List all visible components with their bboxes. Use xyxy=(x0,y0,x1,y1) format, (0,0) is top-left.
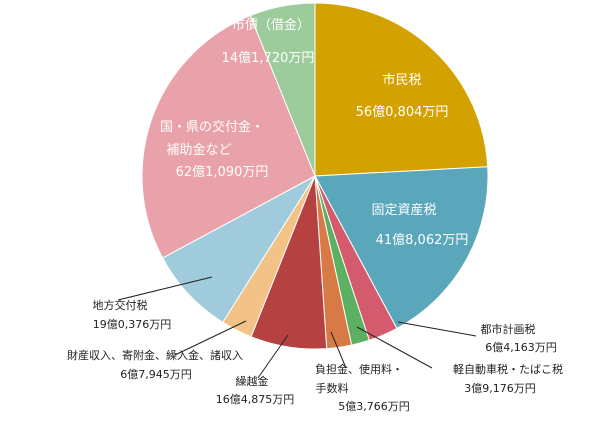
slice-label-kurikoshikin: 繰越金 xyxy=(236,374,269,388)
leader-chihou-koufuzei xyxy=(117,276,213,301)
slice-value-zaisan-shunyu: 6億7,945万円 xyxy=(120,368,192,381)
leader-futankin xyxy=(330,331,347,369)
pie-slice-7 xyxy=(161,174,317,324)
leader-kurikoshikin xyxy=(257,334,289,379)
pie-slice-0 xyxy=(314,2,489,177)
leader-lines xyxy=(117,276,477,379)
slice-label-futankin-2: 手数料 xyxy=(316,381,349,395)
slice-value-kurikoshikin: 16億4,875万円 xyxy=(216,393,295,406)
pie-slices xyxy=(141,2,489,350)
slice-value-shiminzei: 56億0,804万円 xyxy=(356,104,449,120)
slice-label-keijidoushazei: 軽自動車税・たばこ税 xyxy=(453,362,563,376)
pie-slice-8 xyxy=(141,14,316,259)
slice-label-shisai: 市債（借金） xyxy=(232,17,310,33)
slice-label-toshi-keikakuzei: 都市計画税 xyxy=(481,322,536,336)
slice-label-kotei-shisanzei: 固定資産税 xyxy=(371,202,436,218)
slice-label-shiminzei: 市民税 xyxy=(382,72,421,88)
slice-value-kotei-shisanzei: 41億8,062万円 xyxy=(376,232,469,248)
slice-label-kuni-ken-1: 国・県の交付金・ xyxy=(160,119,264,135)
pie-slice-9 xyxy=(249,2,316,177)
slice-value-toshi-keikakuzei: 6億4,163万円 xyxy=(485,341,557,354)
slice-value-kuni-ken: 62億1,090万円 xyxy=(176,164,269,180)
slice-value-chihou-koufuzei: 19億0,376万円 xyxy=(93,318,172,331)
slice-value-keijidoushazei: 3億9,176万円 xyxy=(464,382,536,395)
leader-keijidousha xyxy=(356,326,433,369)
slice-value-shisai: 14億1,720万円 xyxy=(222,50,315,66)
leader-toshi-keikaku xyxy=(397,321,477,337)
leader-zaisan-shunyu xyxy=(174,320,247,356)
slice-label-futankin-1: 負担金、使用料・ xyxy=(315,362,403,376)
pie-slice-1 xyxy=(314,166,489,330)
slice-label-zaisan-shunyu: 財産収入、寄附金、繰入金、諸収入 xyxy=(67,348,243,362)
slice-label-kuni-ken-2: 補助金など xyxy=(166,142,231,158)
slice-value-futankin: 5億3,766万円 xyxy=(338,400,410,413)
slice-label-chihou-koufuzei: 地方交付税 xyxy=(93,298,148,312)
